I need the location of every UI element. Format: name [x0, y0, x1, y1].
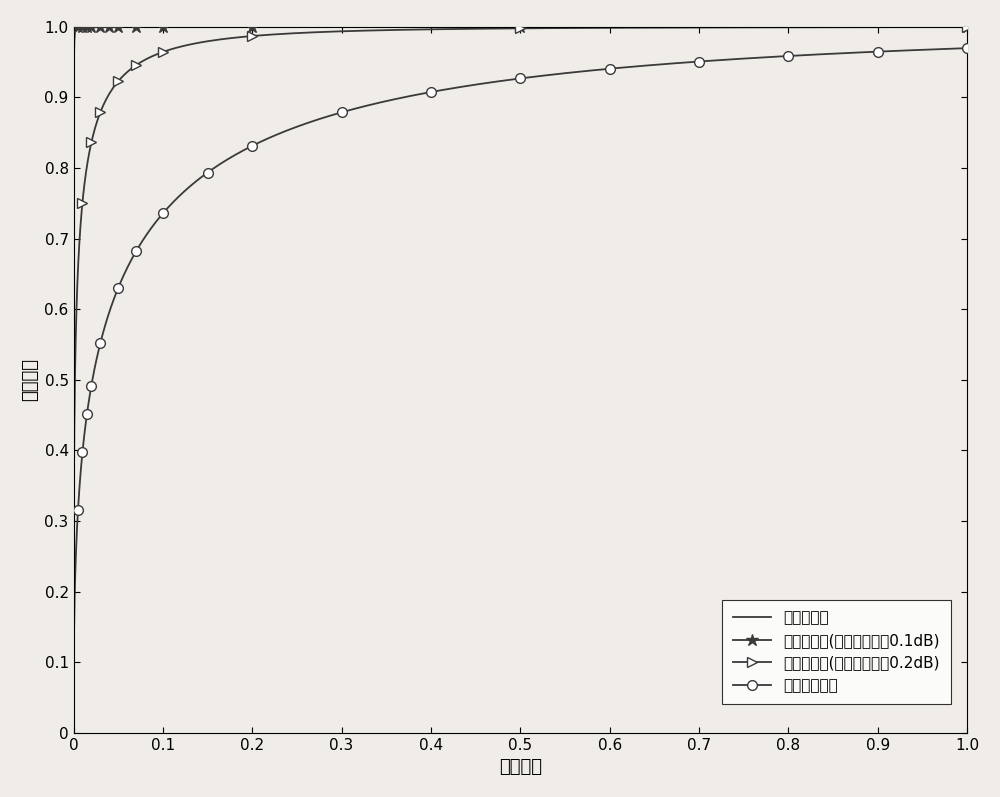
Legend: 本发明方法, 能量检测法(噪声不确定度0.1dB), 能量检测法(噪声不确定度0.2dB), 特征値检测法: 本发明方法, 能量检测法(噪声不确定度0.1dB), 能量检测法(噪声不确定度0… — [722, 599, 951, 704]
X-axis label: 虚警概率: 虚警概率 — [499, 758, 542, 776]
Y-axis label: 检测概率: 检测概率 — [21, 359, 39, 402]
